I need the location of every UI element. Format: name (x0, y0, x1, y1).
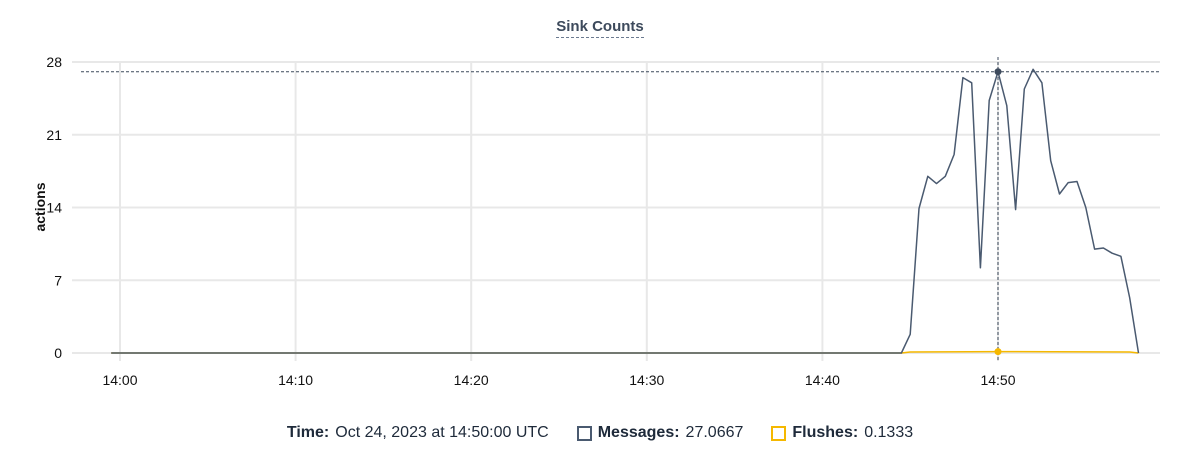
hover-point-flushes (994, 348, 1002, 356)
x-tick-label: 14:20 (454, 372, 489, 388)
hover-legend: Time: Oct 24, 2023 at 14:50:00 UTC Messa… (0, 424, 1200, 442)
legend-flushes[interactable]: Flushes: 0.1333 (771, 424, 913, 442)
legend-time: Time: Oct 24, 2023 at 14:50:00 UTC (287, 424, 549, 442)
y-tick-label: 28 (46, 54, 62, 70)
x-tick-label: 14:00 (102, 372, 137, 388)
x-tick-label: 14:10 (278, 372, 313, 388)
x-tick-label: 14:50 (980, 372, 1015, 388)
y-tick-label: 0 (54, 345, 62, 361)
y-tick-label: 7 (54, 272, 62, 288)
x-tick-label: 14:30 (629, 372, 664, 388)
y-axis-label: actions (32, 182, 48, 231)
messages-value: 27.0667 (685, 424, 744, 441)
time-value: Oct 24, 2023 at 14:50:00 UTC (335, 424, 549, 441)
flushes-label: Flushes: (792, 424, 859, 441)
flushes-value: 0.1333 (864, 424, 914, 441)
chart-title[interactable]: Sink Counts (556, 18, 644, 38)
messages-label: Messages: (597, 424, 680, 441)
y-tick-label: 21 (46, 127, 62, 143)
flushes-swatch-icon (771, 425, 787, 441)
messages-swatch-icon (576, 425, 592, 441)
y-tick-label: 14 (46, 200, 62, 216)
chart-title-wrap: Sink Counts (0, 18, 1200, 38)
series-line-messages (111, 68, 1140, 354)
time-label: Time: (286, 424, 330, 441)
x-tick-label: 14:40 (805, 372, 840, 388)
legend-messages[interactable]: Messages: 27.0667 (576, 424, 744, 442)
hover-point-messages (994, 68, 1002, 76)
